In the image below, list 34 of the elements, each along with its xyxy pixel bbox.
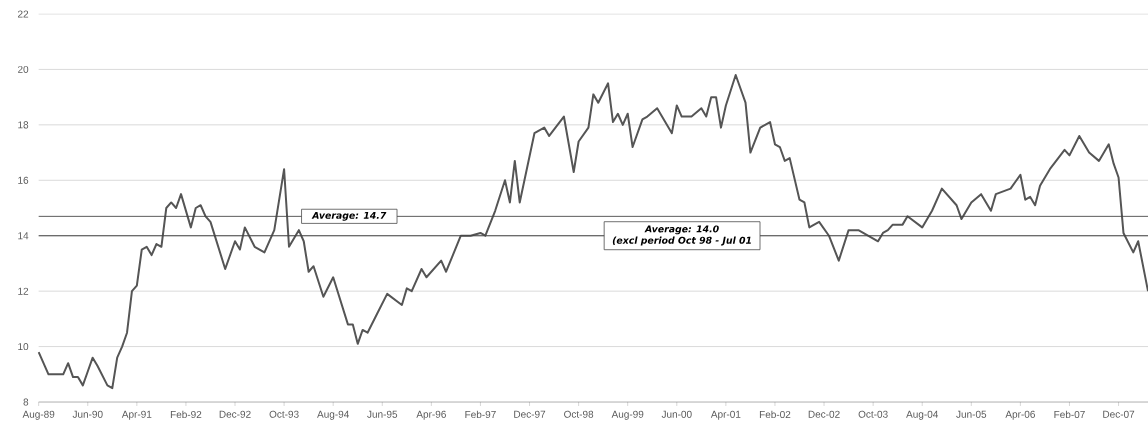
x-tick-label: Apr-06 bbox=[1005, 410, 1035, 420]
y-tick-label: 10 bbox=[18, 343, 29, 351]
x-tick-label: Feb-02 bbox=[759, 410, 791, 419]
x-tick-label: Aug-04 bbox=[906, 410, 939, 420]
x-tick-label: Feb-07 bbox=[1054, 410, 1085, 419]
y-tick-label: 20 bbox=[18, 65, 29, 73]
ref-line-label: Average: 14.7 bbox=[311, 211, 387, 221]
annotation: (excl period Oct 98 - Jul 01 bbox=[612, 236, 751, 246]
x-tick-label: Dec-07 bbox=[1103, 410, 1135, 418]
ref-line-label: Average: 14.0 bbox=[644, 225, 719, 235]
x-tick-label: Jun-95 bbox=[367, 410, 398, 418]
x-tick-label: Dec-92 bbox=[219, 410, 251, 418]
x-tick-label: Oct-03 bbox=[858, 410, 888, 418]
y-tick-label: 22 bbox=[18, 10, 29, 18]
x-tick-label: Aug-94 bbox=[317, 410, 350, 420]
y-tick-label: 8 bbox=[23, 398, 29, 406]
x-tick-label: Aug-99 bbox=[611, 410, 644, 420]
x-tick-label: Jun-90 bbox=[72, 410, 103, 418]
x-tick-label: Apr-91 bbox=[121, 410, 152, 420]
x-tick-label: Aug-89 bbox=[22, 410, 55, 420]
x-tick-label: Dec-97 bbox=[514, 410, 546, 418]
x-tick-label: Dec-02 bbox=[808, 410, 840, 418]
x-tick-label: Oct-93 bbox=[269, 410, 299, 418]
x-tick-label: Oct-98 bbox=[564, 410, 594, 418]
x-tick-label: Feb-92 bbox=[170, 410, 202, 419]
y-tick-label: 14 bbox=[18, 232, 29, 240]
x-tick-label: Apr-96 bbox=[416, 410, 446, 420]
y-tick-label: 18 bbox=[18, 121, 29, 129]
x-tick-label: Feb-97 bbox=[465, 410, 496, 419]
x-tick-label: Jun-00 bbox=[661, 410, 692, 418]
y-tick-label: 16 bbox=[18, 176, 29, 184]
x-tick-label: Jun-05 bbox=[956, 410, 987, 418]
x-tick-label: Apr-01 bbox=[710, 410, 741, 420]
y-tick-label: 12 bbox=[18, 287, 29, 295]
